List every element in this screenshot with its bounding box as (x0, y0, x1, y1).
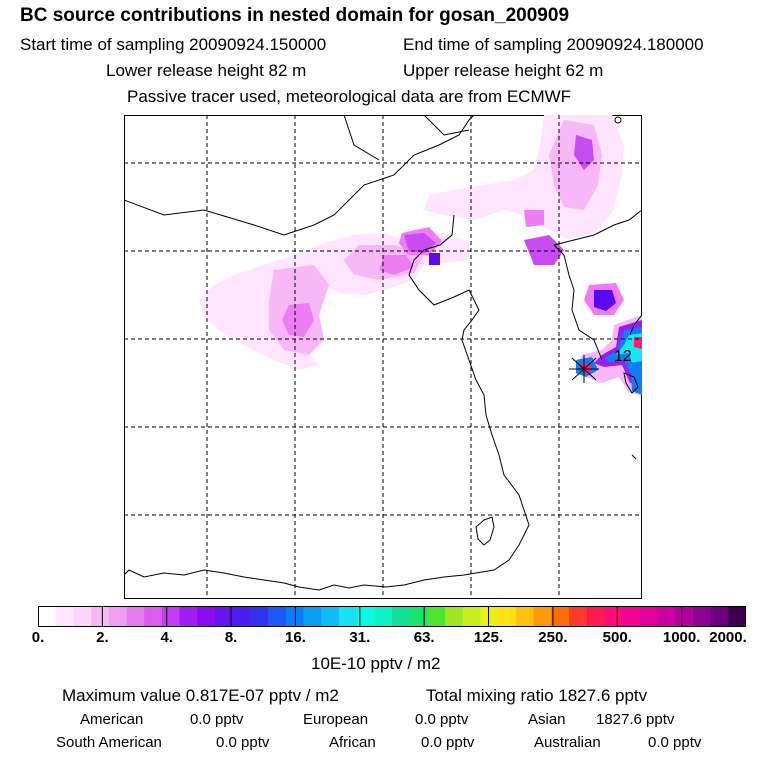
colorbar-tick-label: 250. (538, 629, 568, 646)
colorbar-segment (445, 606, 464, 627)
total-mixing-ratio-text: Total mixing ratio 1827.6 pptv (426, 686, 648, 705)
south-american-label: South American (56, 734, 162, 751)
colorbar-segment (586, 606, 605, 627)
colorbar-tick-label: 500. (602, 629, 632, 646)
colorbar-segment (179, 606, 198, 627)
colorbar-segment (498, 606, 517, 627)
african-value: 0.0 pptv (421, 734, 475, 751)
colorbar-tick-label: 2000. (709, 629, 747, 646)
colorbar-segment (533, 606, 552, 627)
colorbar-tick-label: 0. (31, 629, 45, 646)
colorbar-segment (710, 606, 729, 627)
colorbar-segment (657, 606, 676, 627)
colorbar-segment (91, 606, 110, 627)
colorbar-tick-label: 1000. (662, 629, 701, 646)
coastlines (124, 115, 642, 591)
upper-release-height-text: Upper release height 62 m (403, 61, 604, 80)
colorbar-segment (197, 606, 216, 627)
colorbar-tick-label: 63. (413, 629, 435, 646)
colorbar-segment (569, 606, 588, 627)
colorbar-segment (338, 606, 358, 627)
colorbar-segment (374, 606, 393, 627)
colorbar-segment (356, 606, 375, 627)
colorbar-segment (728, 606, 746, 627)
colorbar-segment (215, 606, 234, 627)
grid-lines (124, 115, 642, 599)
colorbar-segment (126, 606, 145, 627)
colorbar-segment (232, 606, 251, 627)
colorbar-tick-label: 16. (285, 629, 306, 646)
end-time-text: End time of sampling 20090924.180000 (403, 35, 704, 54)
colorbar-tick-label: 8. (224, 629, 238, 646)
colorbar-segment (392, 606, 411, 627)
colorbar-segment (108, 606, 128, 627)
colorbar-segment (409, 606, 428, 627)
colorbar-tick-label: 2. (96, 629, 109, 646)
map-dot (614, 116, 622, 124)
colorbar-segment (161, 606, 181, 627)
lower-release-height-text: Lower release height 82 m (106, 61, 307, 80)
colorbar-segment (250, 606, 269, 627)
american-value: 0.0 pptv (190, 711, 244, 728)
european-label: European (303, 711, 369, 728)
asian-value: 1827.6 pptv (596, 711, 675, 728)
maximum-value-text: Maximum value 0.817E-07 pptv / m2 (62, 686, 339, 705)
colorbar (38, 606, 746, 627)
colorbar-units: 10E-10 pptv / m2 (311, 654, 441, 673)
tracer-note-text: Passive tracer used, meteorological data… (127, 87, 572, 106)
start-time-text: Start time of sampling 20090924.150000 (20, 35, 327, 54)
receptor-label: 12 (614, 348, 632, 365)
colorbar-segment (622, 606, 641, 627)
colorbar-segment (55, 606, 74, 627)
colorbar-segment (515, 606, 535, 627)
colorbar-segment (692, 606, 712, 627)
colorbar-segment (73, 606, 92, 627)
colorbar-segment (285, 606, 305, 627)
australian-label: Australian (534, 734, 601, 751)
colorbar-segment (321, 606, 340, 627)
plot-title: BC source contributions in nested domain… (20, 5, 570, 26)
colorbar-segment (639, 606, 659, 627)
colorbar-segment (268, 606, 287, 627)
european-value: 0.0 pptv (415, 711, 469, 728)
american-label: American (80, 711, 144, 728)
colorbar-tick-label: 125. (473, 629, 504, 646)
colorbar-segment (604, 606, 623, 627)
colorbar-tick-label: 4. (160, 629, 173, 646)
colorbar-tick-label: 31. (349, 629, 371, 646)
colorbar-segment (462, 606, 482, 627)
australian-value: 0.0 pptv (648, 734, 702, 751)
colorbar-segment (144, 606, 163, 627)
colorbar-segment (38, 606, 57, 627)
colorbar-segment (675, 606, 694, 627)
south-american-value: 0.0 pptv (216, 734, 270, 751)
colorbar-segment (303, 606, 322, 627)
receptor-marker (569, 355, 599, 383)
map-panel: 12 (124, 115, 642, 599)
asian-label: Asian (528, 711, 566, 728)
colorbar-segment (551, 606, 570, 627)
african-label: African (329, 734, 376, 751)
plume-region (199, 115, 642, 395)
colorbar-segment (427, 606, 446, 627)
colorbar-segment (480, 606, 499, 627)
